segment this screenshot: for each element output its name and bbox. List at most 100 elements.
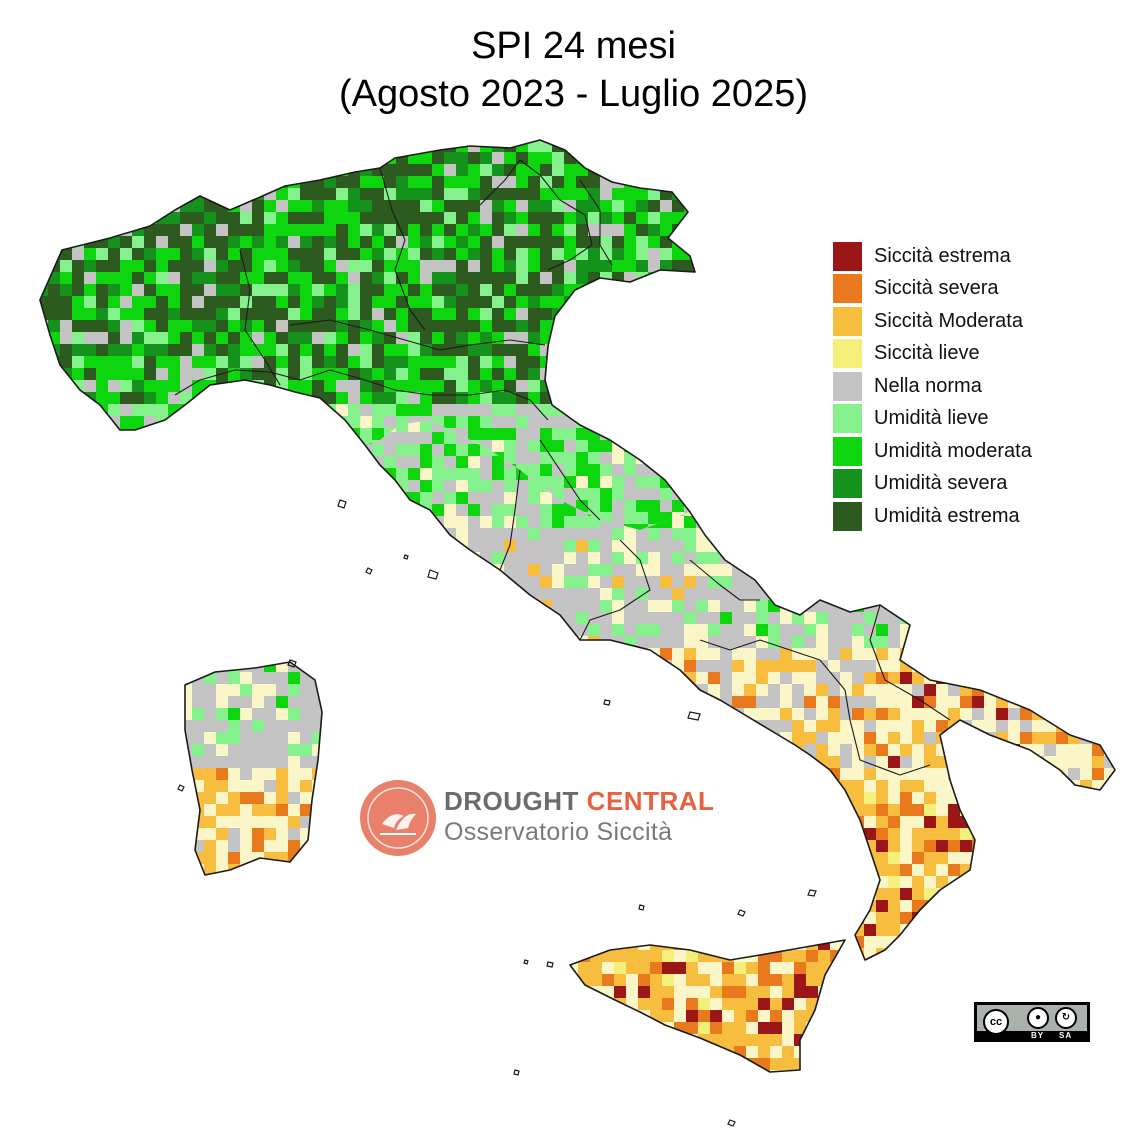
map-cell xyxy=(408,564,421,577)
map-cell xyxy=(444,236,457,249)
map-cell xyxy=(156,308,169,321)
map-cell xyxy=(456,296,469,309)
map-cell xyxy=(444,600,457,613)
map-cell xyxy=(552,960,565,973)
map-cell xyxy=(1020,756,1033,769)
map-cell xyxy=(624,864,637,877)
map-cell xyxy=(120,464,133,477)
map-cell xyxy=(816,696,829,709)
map-cell xyxy=(696,636,709,649)
map-cell xyxy=(60,320,73,333)
map-cell xyxy=(888,900,901,913)
map-cell xyxy=(384,600,397,613)
map-cell xyxy=(624,416,637,429)
map-cell xyxy=(48,488,61,501)
map-cell xyxy=(312,176,325,189)
map-cell xyxy=(612,744,625,757)
map-cell xyxy=(468,936,481,949)
map-cell xyxy=(972,960,985,973)
map-cell xyxy=(876,756,889,769)
map-cell xyxy=(648,420,661,433)
map-cell xyxy=(456,504,469,517)
map-cell xyxy=(60,488,73,501)
map-cell xyxy=(120,152,133,165)
map-cell xyxy=(365,900,373,913)
map-cell xyxy=(1092,912,1105,925)
map-cell xyxy=(600,224,613,237)
map-cell xyxy=(240,248,253,261)
map-cell xyxy=(396,636,409,649)
map-cell xyxy=(408,612,421,625)
map-cell xyxy=(924,600,937,613)
map-cell xyxy=(780,456,793,469)
map-cell xyxy=(1020,708,1033,721)
map-cell xyxy=(804,852,817,865)
map-cell xyxy=(732,600,745,613)
map-cell xyxy=(492,576,505,589)
map-cell xyxy=(156,284,169,297)
map-cell xyxy=(396,876,409,889)
map-cell xyxy=(948,948,961,960)
map-cell xyxy=(276,524,289,530)
map-cell xyxy=(780,672,793,685)
map-cell xyxy=(1044,552,1057,565)
map-cell xyxy=(480,200,493,213)
map-cell xyxy=(516,188,529,201)
map-cell xyxy=(264,452,277,465)
map-cell xyxy=(540,224,553,237)
map-cell xyxy=(876,744,889,757)
map-cell xyxy=(228,260,241,273)
map-cell xyxy=(252,768,265,781)
map-cell xyxy=(480,320,493,333)
map-cell xyxy=(852,588,865,601)
map-cell xyxy=(672,392,685,405)
map-cell xyxy=(852,540,865,553)
map-cell xyxy=(840,900,853,913)
map-cell xyxy=(924,960,937,973)
map-cell xyxy=(924,636,937,649)
map-cell xyxy=(960,576,973,589)
map-cell xyxy=(468,368,481,381)
map-cell xyxy=(552,540,565,553)
map-cell xyxy=(960,876,973,889)
map-cell xyxy=(600,864,613,877)
map-cell xyxy=(600,924,613,937)
map-cell xyxy=(228,140,241,153)
map-cell xyxy=(576,912,589,925)
map-cell xyxy=(684,476,695,489)
map-cell xyxy=(804,684,817,697)
map-cell xyxy=(348,200,361,213)
map-cell xyxy=(384,624,397,637)
map-cell xyxy=(492,948,505,960)
map-cell xyxy=(708,876,721,889)
map-cell xyxy=(684,756,697,769)
map-cell xyxy=(792,720,805,733)
map-cell xyxy=(648,392,661,405)
map-cell xyxy=(144,380,157,393)
map-cell xyxy=(660,732,673,745)
map-cell xyxy=(456,648,469,661)
map-cell xyxy=(744,540,757,553)
map-cell xyxy=(60,332,73,345)
map-cell xyxy=(516,320,529,333)
map-cell xyxy=(912,876,925,889)
map-cell xyxy=(72,464,85,477)
map-cell xyxy=(1104,912,1115,925)
map-cell xyxy=(528,648,541,661)
map-cell xyxy=(948,684,961,697)
map-cell xyxy=(360,476,373,489)
map-cell xyxy=(1092,672,1105,685)
map-cell xyxy=(492,428,505,441)
map-cell xyxy=(372,588,385,601)
map-cell xyxy=(936,768,949,781)
map-cell xyxy=(480,732,493,745)
map-cell xyxy=(204,344,217,357)
map-cell xyxy=(444,900,457,913)
map-cell xyxy=(552,900,565,913)
map-cell xyxy=(936,576,949,589)
map-cell xyxy=(360,236,373,249)
map-cell xyxy=(660,696,673,709)
map-cell xyxy=(312,248,325,261)
map-cell xyxy=(720,456,733,469)
map-cell xyxy=(828,624,841,637)
